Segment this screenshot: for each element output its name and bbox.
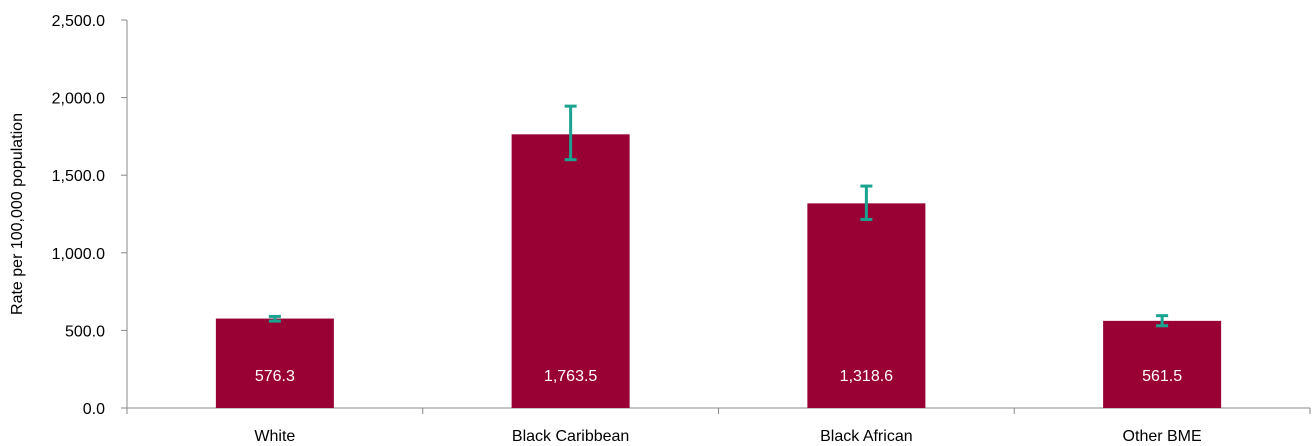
- bars: [215, 134, 1222, 408]
- y-tick-label: 2,000.0: [52, 91, 105, 108]
- data-label: 561.5: [1142, 368, 1182, 385]
- data-label: 1,763.5: [544, 368, 597, 385]
- error-bar: [860, 184, 873, 221]
- x-category-label: Other BME: [1123, 428, 1202, 445]
- y-tick-label: 2,500.0: [52, 13, 105, 30]
- y-tick-label: 1,500.0: [52, 168, 105, 185]
- error-bars: [268, 104, 1169, 328]
- bar-black-caribbean: [511, 134, 630, 408]
- bar-other-bme: [1103, 320, 1222, 408]
- y-tick-label: 500.0: [65, 323, 105, 340]
- bar-black-african: [807, 203, 926, 408]
- labels: 0.0 500.0 1,000.0 1,500.0 2,000.0 2,500.0 576.…: [52, 13, 1202, 445]
- x-category-label: Black Caribbean: [512, 428, 629, 445]
- y-tick-label: 0.0: [83, 401, 105, 418]
- error-bar: [268, 314, 281, 323]
- data-label: 1,318.6: [840, 368, 893, 385]
- x-category-label: Black African: [820, 428, 912, 445]
- y-tick-label: 1,000.0: [52, 246, 105, 263]
- x-category-label: White: [254, 428, 295, 445]
- data-label: 576.3: [255, 368, 295, 385]
- bar-white: [215, 318, 334, 408]
- error-bar: [564, 104, 577, 162]
- y-axis-title: Rate per 100,000 population: [9, 113, 26, 315]
- error-bar: [1156, 314, 1169, 328]
